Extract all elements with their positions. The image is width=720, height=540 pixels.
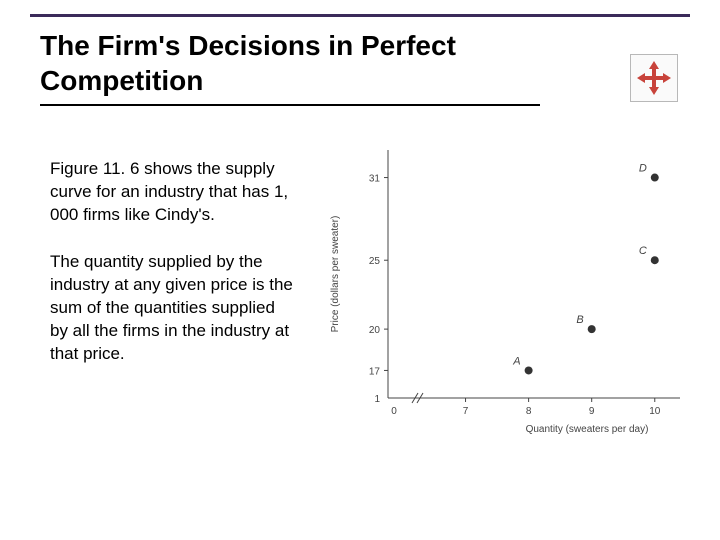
svg-text:9: 9 [589, 406, 595, 417]
title-block: The Firm's Decisions in Perfect Competit… [40, 28, 560, 106]
paragraph-1: Figure 11. 6 shows the supply curve for … [50, 158, 295, 227]
title-underline [40, 104, 540, 106]
svg-text:C: C [639, 245, 647, 257]
svg-text:1: 1 [374, 394, 380, 405]
svg-text:7: 7 [463, 406, 469, 417]
svg-text:B: B [576, 314, 583, 326]
svg-text:10: 10 [649, 406, 661, 417]
svg-text:31: 31 [369, 174, 381, 185]
svg-text:0: 0 [391, 406, 397, 417]
svg-text:8: 8 [526, 406, 532, 417]
svg-text:Quantity (sweaters per day): Quantity (sweaters per day) [526, 424, 649, 435]
svg-text:25: 25 [369, 256, 381, 267]
move-icon [630, 54, 678, 102]
paragraph-2: The quantity supplied by the industry at… [50, 251, 295, 366]
body-text: Figure 11. 6 shows the supply curve for … [50, 158, 295, 390]
svg-text:17: 17 [369, 366, 381, 377]
svg-text:Price (dollars per sweater): Price (dollars per sweater) [330, 216, 341, 333]
svg-text:20: 20 [369, 325, 381, 336]
svg-text:A: A [512, 355, 520, 367]
top-divider [30, 14, 690, 17]
page-title: The Firm's Decisions in Perfect Competit… [40, 28, 560, 98]
supply-chart: 17 20 25 31 7 8 9 10 10 Price (dollars per sweate… [320, 140, 700, 440]
svg-text:D: D [639, 163, 647, 175]
